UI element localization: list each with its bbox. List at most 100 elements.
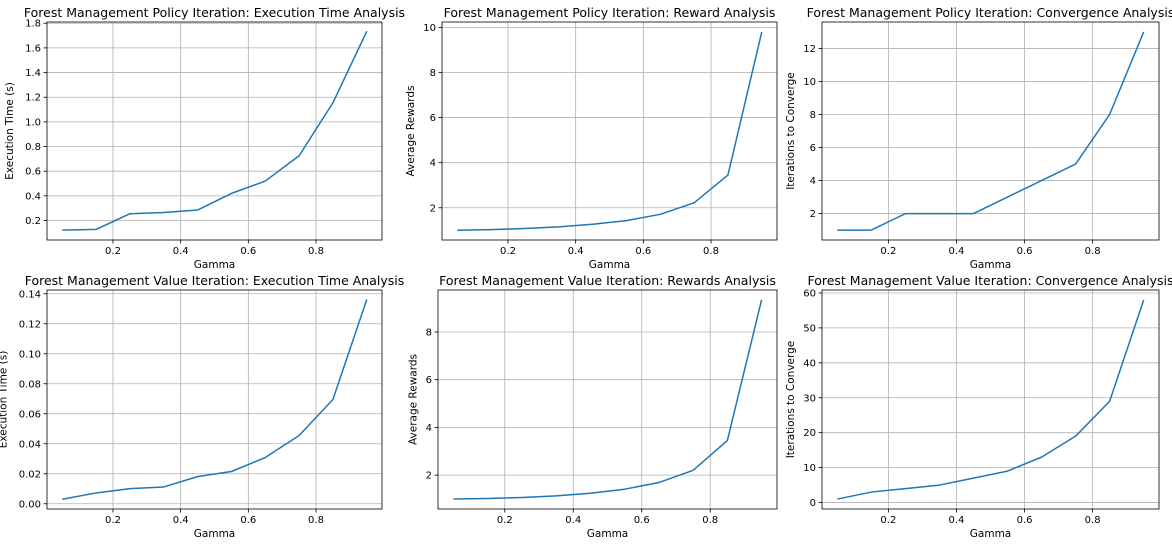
x-tick-label: 0.6 <box>634 515 650 526</box>
y-tick-label: 2 <box>810 209 816 220</box>
chart-title: Forest Management Policy Iteration: Conv… <box>807 5 1172 20</box>
series-line-1 <box>62 30 368 231</box>
y-tick-label: 1.8 <box>25 19 41 30</box>
chart-title: Forest Management Value Iteration: Execu… <box>25 273 405 288</box>
y-tick-label: 0.08 <box>19 379 41 390</box>
chart-5: 0.2 0.4 0.6 0.8 2 4 6 8 Forest Management Value … <box>408 273 778 540</box>
plot-frame <box>46 289 383 510</box>
y-tick-label: 8 <box>430 68 436 79</box>
y-tick-label: 30 <box>803 393 816 404</box>
y-tick-label: 1.4 <box>25 68 41 79</box>
y-tick-label: 0.04 <box>19 439 41 450</box>
chart-title: Forest Management Value Iteration: Rewar… <box>439 273 776 288</box>
x-tick-label: 0.4 <box>949 515 965 526</box>
y-tick-label: 6 <box>810 143 816 154</box>
x-tick-label: 0.8 <box>703 246 719 257</box>
y-tick-label: 10 <box>423 23 436 34</box>
y-tick-label: 0.12 <box>19 319 41 330</box>
x-axis-label: Gamma <box>589 259 630 271</box>
y-tick-label: 50 <box>803 323 816 334</box>
y-tick-label: 0.4 <box>25 191 41 202</box>
x-tick-label: 0.4 <box>568 246 584 257</box>
x-tick-label: 0.2 <box>105 246 121 257</box>
chart-2: 0.2 0.4 0.6 0.8 2 4 6 8 10 Forest Management Poli… <box>405 5 778 271</box>
y-tick-label: 10 <box>803 77 816 88</box>
plot-frame <box>821 289 1160 510</box>
y-tick-label: 0.00 <box>19 499 41 510</box>
y-axis-label: Iterations to Converge <box>785 341 797 459</box>
y-tick-label: 4 <box>426 423 432 434</box>
x-tick-label: 0.6 <box>635 246 651 257</box>
y-axis-label: Execution Time (s) <box>0 351 9 449</box>
y-tick-label: 4 <box>430 158 436 169</box>
y-tick-label: 0.2 <box>25 216 41 227</box>
y-tick-label: 20 <box>803 428 816 439</box>
x-tick-label: 0.2 <box>500 246 516 257</box>
series-line-1 <box>457 31 763 232</box>
y-tick-label: 6 <box>426 375 432 386</box>
chart-title: Forest Management Value Iteration: Conve… <box>807 273 1172 288</box>
y-tick-label: 0.8 <box>25 142 41 153</box>
series-line-1 <box>837 299 1145 500</box>
y-tick-label: 4 <box>810 176 816 187</box>
y-tick-label: 1.6 <box>25 43 41 54</box>
y-tick-label: 8 <box>426 327 432 338</box>
y-tick-label: 1.0 <box>25 117 41 128</box>
x-tick-label: 0.6 <box>1017 246 1033 257</box>
y-tick-label: 1.2 <box>25 93 41 104</box>
chart-title: Forest Management Policy Iteration: Rewa… <box>444 5 776 20</box>
y-tick-label: 8 <box>810 110 816 121</box>
series-line-1 <box>453 299 763 500</box>
y-tick-label: 10 <box>803 463 816 474</box>
x-tick-label: 0.2 <box>880 515 896 526</box>
x-tick-label: 0.8 <box>1085 246 1101 257</box>
x-tick-label: 0.8 <box>1085 515 1101 526</box>
y-tick-label: 0.14 <box>19 289 41 300</box>
chart-title: Forest Management Policy Iteration: Exec… <box>24 5 405 20</box>
y-tick-label: 0.6 <box>25 167 41 178</box>
x-tick-label: 0.2 <box>105 515 121 526</box>
series-line-1 <box>62 299 368 500</box>
plot-frame <box>441 21 778 241</box>
y-axis-label: Iterations to Converge <box>785 72 797 190</box>
y-tick-label: 2 <box>426 471 432 482</box>
x-tick-label: 0.8 <box>308 515 324 526</box>
y-tick-label: 2 <box>430 203 436 214</box>
x-tick-label: 0.6 <box>240 246 256 257</box>
y-axis-label: Average Rewards <box>405 85 417 176</box>
y-axis-label: Average Rewards <box>408 354 420 445</box>
y-tick-label: 6 <box>430 113 436 124</box>
x-axis-label: Gamma <box>194 259 235 271</box>
x-axis-label: Gamma <box>194 528 235 540</box>
x-axis-label: Gamma <box>587 528 628 540</box>
y-axis-label: Execution Time (s) <box>4 82 16 180</box>
y-tick-label: 0.10 <box>19 349 41 360</box>
y-tick-label: 60 <box>803 288 816 299</box>
chart-1: 0.2 0.4 0.6 0.8 0.2 0.4 0.6 0.8 1.0 1.2 1.4 1.6 1.8F… <box>4 5 405 271</box>
x-tick-label: 0.4 <box>173 246 189 257</box>
x-axis-label: Gamma <box>970 259 1011 271</box>
x-tick-label: 0.4 <box>173 515 189 526</box>
x-tick-label: 0.6 <box>240 515 256 526</box>
x-tick-label: 0.8 <box>702 515 718 526</box>
chart-3: 0.2 0.4 0.6 0.8 2 4 6 8 10 12 Forest Management Po… <box>785 5 1172 271</box>
y-tick-label: 12 <box>803 44 816 55</box>
series-line-1 <box>837 31 1145 231</box>
x-tick-label: 0.4 <box>565 515 581 526</box>
x-tick-label: 0.6 <box>1017 515 1033 526</box>
y-tick-label: 0 <box>810 498 816 509</box>
y-tick-label: 40 <box>803 358 816 369</box>
x-tick-label: 0.8 <box>308 246 324 257</box>
x-tick-label: 0.2 <box>497 515 513 526</box>
x-axis-label: Gamma <box>970 528 1011 540</box>
plot-frame <box>437 289 778 510</box>
plot-frame <box>46 21 383 241</box>
chart-4: 0.2 0.4 0.6 0.8 0.00 0.02 0.04 0.06 0.08 0.10 0.12… <box>0 273 404 540</box>
plot-frame <box>821 21 1160 241</box>
x-tick-label: 0.4 <box>949 246 965 257</box>
y-tick-label: 0.06 <box>19 409 41 420</box>
y-tick-label: 0.02 <box>19 469 41 480</box>
